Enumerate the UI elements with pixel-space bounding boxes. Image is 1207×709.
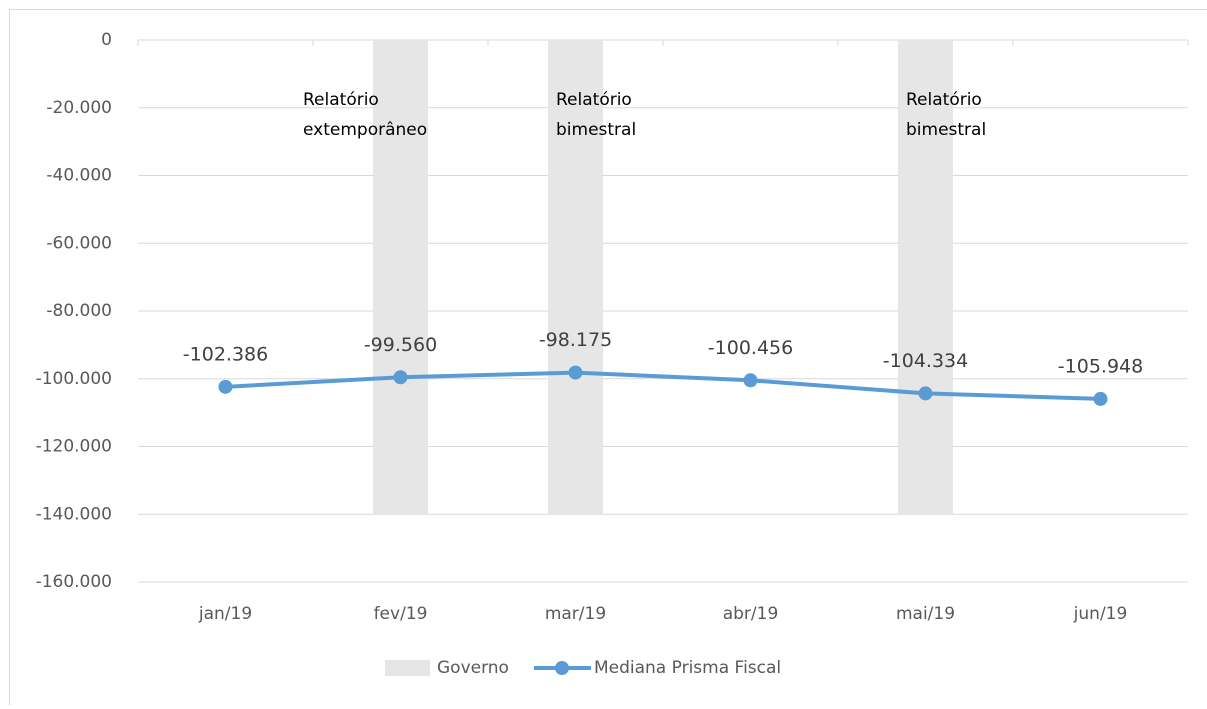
y-tick-label: -160.000 — [36, 572, 112, 592]
legend-label: Mediana Prisma Fiscal — [594, 658, 781, 678]
value-label: -99.560 — [364, 334, 437, 356]
y-tick-label: -80.000 — [46, 301, 112, 321]
x-tick-label: mar/19 — [545, 604, 606, 624]
value-label: -98.175 — [539, 329, 612, 351]
y-tick-label: -40.000 — [46, 166, 112, 186]
line — [226, 373, 1101, 399]
y-tick-label: -60.000 — [46, 233, 112, 253]
y-tick-label: -100.000 — [36, 369, 112, 389]
marker — [744, 373, 758, 387]
x-tick-label: jun/19 — [1073, 604, 1128, 624]
marker — [219, 380, 233, 394]
marker — [1094, 392, 1108, 406]
value-label: -100.456 — [708, 337, 793, 359]
value-label: -102.386 — [183, 343, 268, 365]
legend-label: Governo — [437, 658, 509, 678]
y-tick-label: 0 — [101, 30, 112, 50]
y-tick-label: -120.000 — [36, 437, 112, 457]
x-tick-label: jan/19 — [198, 604, 252, 624]
legend-marker — [555, 661, 569, 675]
y-tick-label: -20.000 — [46, 98, 112, 118]
marker — [394, 370, 408, 384]
value-label: -105.948 — [1058, 355, 1143, 377]
bar — [898, 40, 953, 514]
marker — [569, 366, 583, 380]
y-tick-label: -140.000 — [36, 504, 112, 524]
x-tick-label: fev/19 — [374, 604, 428, 624]
bar — [373, 40, 428, 514]
x-tick-label: abr/19 — [723, 604, 779, 624]
legend-swatch — [385, 660, 430, 676]
bar — [548, 40, 603, 514]
x-tick-label: mai/19 — [896, 604, 955, 624]
marker — [919, 386, 933, 400]
value-label: -104.334 — [883, 350, 968, 372]
